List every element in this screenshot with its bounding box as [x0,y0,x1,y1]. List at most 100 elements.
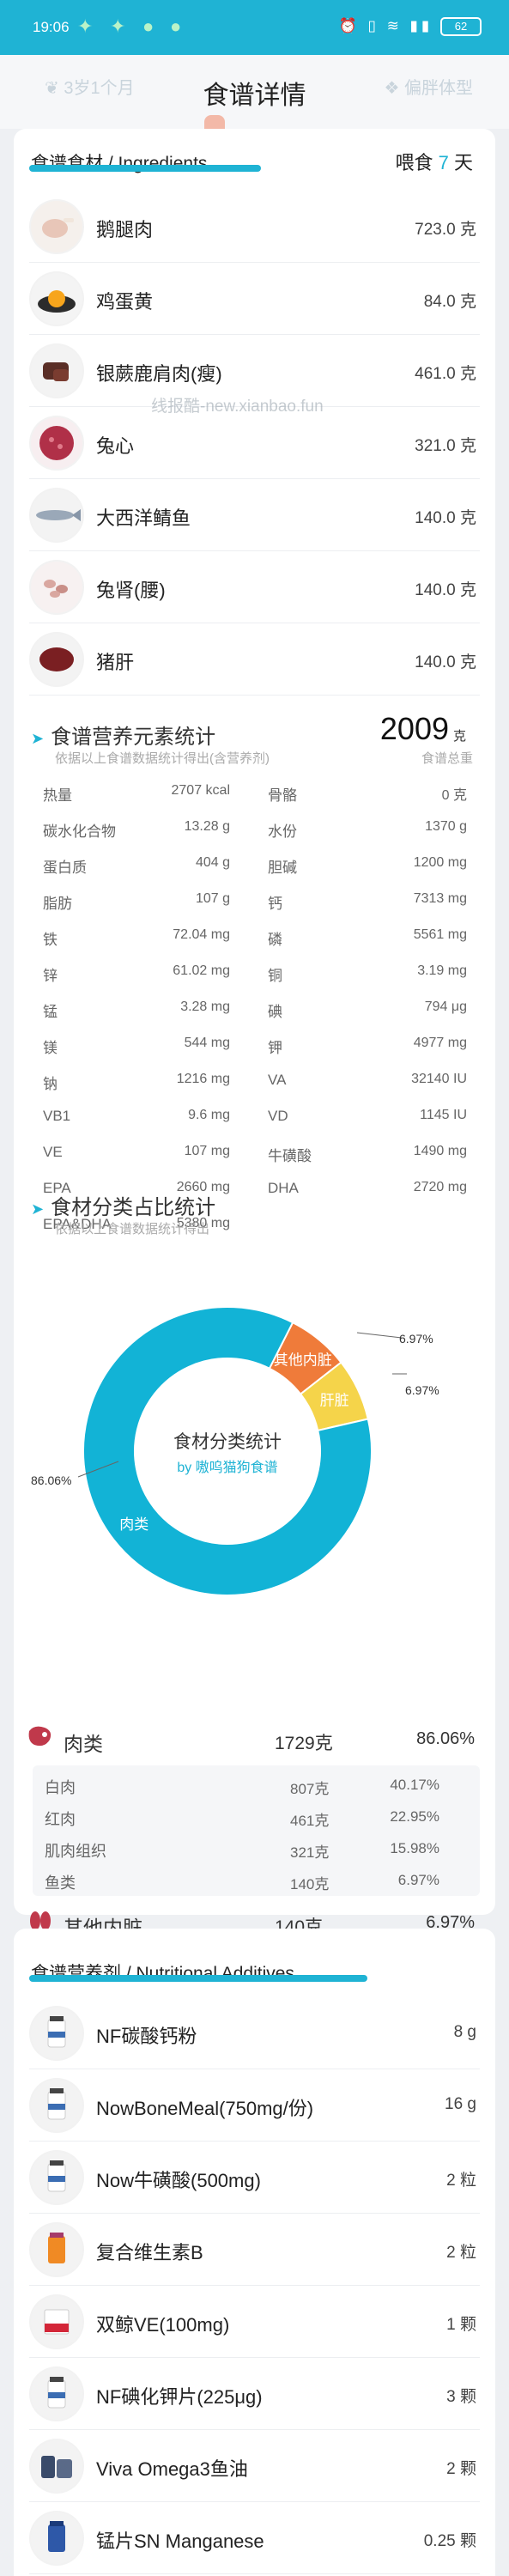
additive-row[interactable]: NF碳酸钙粉 8 g [29,1997,480,2069]
nutrient-name: 热量 [43,787,72,804]
tab-body-type[interactable]: ❖ 偏胖体型 [384,79,474,98]
subcategory-name: 白肉 [45,1779,76,1796]
additive-row[interactable]: Now牛磺酸(500mg) 2 粒 [29,2142,480,2214]
page-title: 食谱详情 [203,82,306,110]
nutrient-value: 3.28 mg [180,999,230,1014]
pet-icon [204,115,225,129]
additive-name: Now牛磺酸(500mg) [96,2170,261,2191]
nutrient-name: 锰 [43,1004,58,1020]
additive-row[interactable]: 复合维生素B 2 粒 [29,2214,480,2286]
subcategory-row: 红肉 461克 22.95% [33,1799,445,1833]
donut-slice-meat [82,1306,373,1596]
additive-qty: 0.25 颗 [423,2532,476,2550]
donut-center-title: 食材分类统计 [173,1432,282,1452]
additive-name: Viva Omega3鱼油 [96,2458,248,2480]
pork-liver-icon [29,632,84,687]
nutrient-value: 1216 mg [176,1072,230,1086]
subcategory-percent: 15.98% [390,1840,439,1856]
tab-age[interactable]: ❦ 3岁1个月 [45,79,135,98]
additive-qty: 2 颗 [446,2460,476,2478]
nutrient-value: 794 μg [424,999,467,1014]
additive-row[interactable]: 锰片SN Manganese 0.25 颗 [29,2502,480,2574]
additive-qty: 2 粒 [446,2172,476,2190]
triangle-icon: ➤ [31,730,45,747]
kidney-icon [26,1908,55,1934]
ingredient-row[interactable]: 猪肝 140.0 克 [29,623,480,696]
nutrient-value: 1145 IU [420,1108,467,1122]
subcategory-row: 肌肉组织 321克 15.98% [33,1831,445,1865]
mackerel-icon [29,488,84,543]
pie-label-meat: 86.06% [31,1473,72,1487]
nutrient-name: EPA&DHA [43,1216,112,1232]
feed-days: 喂食 7 天 [395,152,473,173]
subcategory-percent: 6.97% [397,1872,439,1888]
ingredient-qty: 84.0 克 [423,293,476,311]
nutrient-value: 3.19 mg [417,963,467,978]
nutrient-name: VE [43,1144,63,1160]
donut-center-brand: by 嗷呜猫狗食谱 [177,1460,277,1475]
additive-row[interactable]: NowBoneMeal(750mg/份) 16 g [29,2069,480,2142]
goose-leg-icon [29,199,84,254]
nutrient-value: 5380 mg [176,1216,230,1230]
nutrient-name: VB1 [43,1108,71,1124]
ingredient-qty: 140.0 克 [415,581,476,599]
subcategory-row: 白肉 807克 40.17% [33,1767,445,1801]
nutrient-name: 脂肪 [43,896,72,912]
additive-name: 双鲸VE(100mg) [96,2314,230,2336]
nutrient-value: 107 g [195,891,230,906]
category-title: ➤ 食材分类占比统计 [31,1196,216,1219]
orange-bottle-icon [29,2222,84,2277]
sprout-icon: ❦ [45,79,64,98]
battery-icon: 62 [440,17,482,36]
alarm-icon: ⏰ [338,17,361,34]
nutrient-name: 铁 [43,932,58,948]
subcategory-row: 鱼类 140克 6.97% [33,1862,445,1897]
nutrient-value: 9.6 mg [188,1108,230,1122]
nutrient-name: 镁 [43,1040,58,1056]
nutrient-value: 404 g [195,855,230,870]
egg-yolk-icon [29,271,84,326]
additive-qty: 8 g [453,2023,476,2041]
nutrient-name: VA [268,1072,287,1088]
additive-row[interactable]: NF碘化钾片(225μg) 3 颗 [29,2358,480,2430]
paw-icon: ❖ [384,79,404,98]
additive-name: NF碘化钾片(225μg) [96,2386,263,2408]
additive-row[interactable]: 双鲸VE(100mg) 1 颗 [29,2286,480,2358]
nutrient-value: 107 mg [184,1144,230,1158]
venison-icon [29,343,84,398]
rabbit-heart-icon [29,416,84,471]
category-row: 肉类 1729克 86.06% [26,1714,483,1762]
subcategory-name: 肌肉组织 [45,1843,106,1860]
ingredient-name: 鹅腿肉 [96,219,154,240]
white-bottle-icon [29,2006,84,2061]
nutrient-name: 钾 [268,1040,282,1056]
ingredient-row[interactable]: 兔心 321.0 克 [29,407,480,479]
nav-bar: ❦ 3岁1个月 食谱详情 ❖ 偏胖体型 [0,55,509,129]
nutrient-name: VD [268,1108,288,1124]
system-icons: ⏰ ▯ ≋ ▮▮ 62 [339,17,482,36]
nutrient-value: 4977 mg [413,1036,467,1050]
nutrient-name: 锌 [43,968,58,984]
nutrient-value: 72.04 mg [173,927,230,942]
wifi-icon: ≋ [386,17,403,34]
ingredient-row[interactable]: 兔肾(腰) 140.0 克 [29,551,480,623]
nutrient-name: 牛磺酸 [268,1148,312,1164]
pie-label-liver: 6.97% [405,1383,439,1397]
category-percent: 6.97% [426,1913,475,1932]
additive-row[interactable]: Viva Omega3鱼油 2 颗 [29,2430,480,2502]
ingredient-row[interactable]: 鹅腿肉 723.0 克 [29,191,480,263]
white-bottle-icon [29,2078,84,2133]
ingredient-row[interactable]: 大西洋鲭鱼 140.0 克 [29,479,480,551]
total-unit: 克 [452,729,466,744]
ingredient-name: 兔肾(腰) [96,580,166,601]
subcategory-name: 红肉 [45,1811,76,1828]
cat-icon: ● [170,15,182,37]
ingredient-row[interactable]: 鸡蛋黄 84.0 克 [29,263,480,335]
nutrition-note: 依据以上食谱数据统计得出(含营养剂) [55,751,270,766]
category-percent: 86.06% [416,1729,475,1748]
ingredient-row[interactable]: 银蕨鹿肩肉(瘦) 461.0 克 [29,335,480,407]
category-name: 肉类 [64,1733,103,1755]
additive-name: 锰片SN Manganese [96,2530,264,2552]
